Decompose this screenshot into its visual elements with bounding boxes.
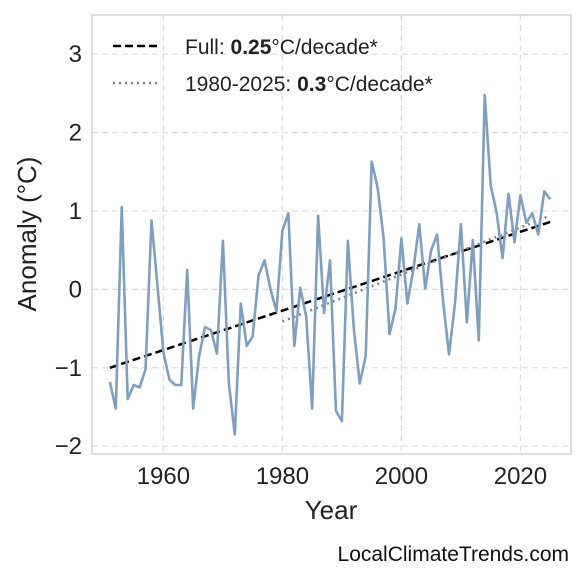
y-tick-label: −2 bbox=[55, 433, 82, 460]
x-axis-label: Year bbox=[305, 495, 358, 525]
legend-label-full: Full: 0.25°C/decade* bbox=[185, 36, 378, 59]
legend-prefix-recent: 1980-2025: bbox=[185, 73, 297, 96]
x-tick-label: 1960 bbox=[137, 463, 190, 490]
y-tick-label: 1 bbox=[69, 198, 82, 225]
y-axis-label: Anomaly (°C) bbox=[12, 157, 42, 312]
legend: Full: 0.25°C/decade* 1980-2025: 0.3°C/de… bbox=[113, 36, 433, 96]
x-tick-label: 1980 bbox=[256, 463, 309, 490]
legend-label-recent: 1980-2025: 0.3°C/decade* bbox=[185, 73, 433, 96]
x-tick-labels: 1960 1980 2000 2020 bbox=[137, 463, 547, 490]
y-tick-label: 0 bbox=[69, 276, 82, 303]
x-tick-label: 2020 bbox=[494, 463, 547, 490]
legend-rate-recent: 0.3 bbox=[297, 73, 326, 96]
y-tick-label: 3 bbox=[69, 41, 82, 68]
x-tick-label: 2000 bbox=[375, 463, 428, 490]
series-line-anomaly bbox=[108, 93, 552, 436]
legend-prefix-full: Full: bbox=[185, 36, 231, 59]
plot-frame bbox=[91, 14, 572, 455]
y-tick-labels: −2 −1 0 1 2 3 bbox=[55, 41, 82, 460]
legend-suffix-recent: °C/decade* bbox=[326, 73, 432, 96]
legend-rate-full: 0.25 bbox=[231, 36, 272, 59]
credit-text: LocalClimateTrends.com bbox=[338, 543, 569, 566]
y-tick-label: −1 bbox=[55, 355, 82, 382]
legend-suffix-full: °C/decade* bbox=[271, 36, 377, 59]
series-lines bbox=[108, 93, 552, 436]
grid bbox=[92, 15, 571, 454]
y-tick-label: 2 bbox=[69, 120, 82, 147]
